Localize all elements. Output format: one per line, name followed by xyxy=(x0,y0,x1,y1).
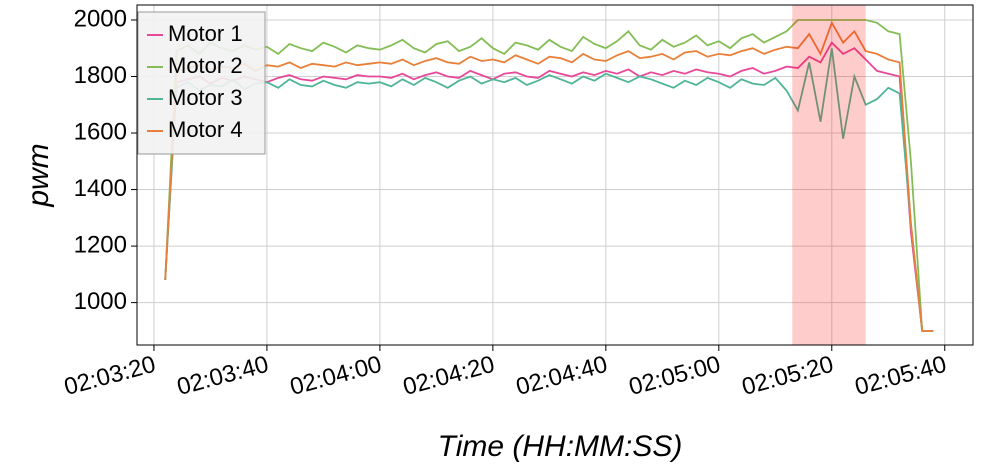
highlight-region xyxy=(792,5,866,345)
x-tick-label: 02:05:20 xyxy=(739,351,836,401)
line-series xyxy=(164,20,934,332)
y-tick-label: 1600 xyxy=(74,118,127,145)
legend-label: Motor 4 xyxy=(168,117,243,142)
y-tick-label: 1800 xyxy=(74,62,127,89)
x-tick-label: 02:04:00 xyxy=(287,351,384,401)
legend-label: Motor 2 xyxy=(168,53,243,78)
highlight-layer xyxy=(792,5,866,345)
y-tick-label: 1400 xyxy=(74,175,127,202)
x-axis-title: Time (HH:MM:SS) xyxy=(438,430,683,463)
x-tick-label: 02:04:20 xyxy=(400,351,497,401)
legend-label: Motor 3 xyxy=(168,85,243,110)
lines xyxy=(164,19,934,332)
line-series xyxy=(164,48,934,332)
line-series xyxy=(164,41,934,332)
x-tick-label: 02:04:40 xyxy=(513,351,610,401)
x-tick-label: 02:05:40 xyxy=(852,351,949,401)
legend: Motor 1 Motor 2 Motor 3 Motor 4 xyxy=(137,11,266,155)
line-series xyxy=(164,19,934,332)
x-tick-label: 02:03:20 xyxy=(61,351,158,401)
x-tick-label: 02:03:40 xyxy=(174,351,271,401)
y-tick-label: 1200 xyxy=(74,231,127,258)
plot-frame xyxy=(136,4,974,346)
y-axis-title: pwm xyxy=(22,143,55,207)
legend-label: Motor 1 xyxy=(168,21,243,46)
x-tick-label: 02:05:00 xyxy=(626,351,723,401)
y-tick-label: 2000 xyxy=(74,5,127,32)
y-tick-label: 1000 xyxy=(74,288,127,315)
